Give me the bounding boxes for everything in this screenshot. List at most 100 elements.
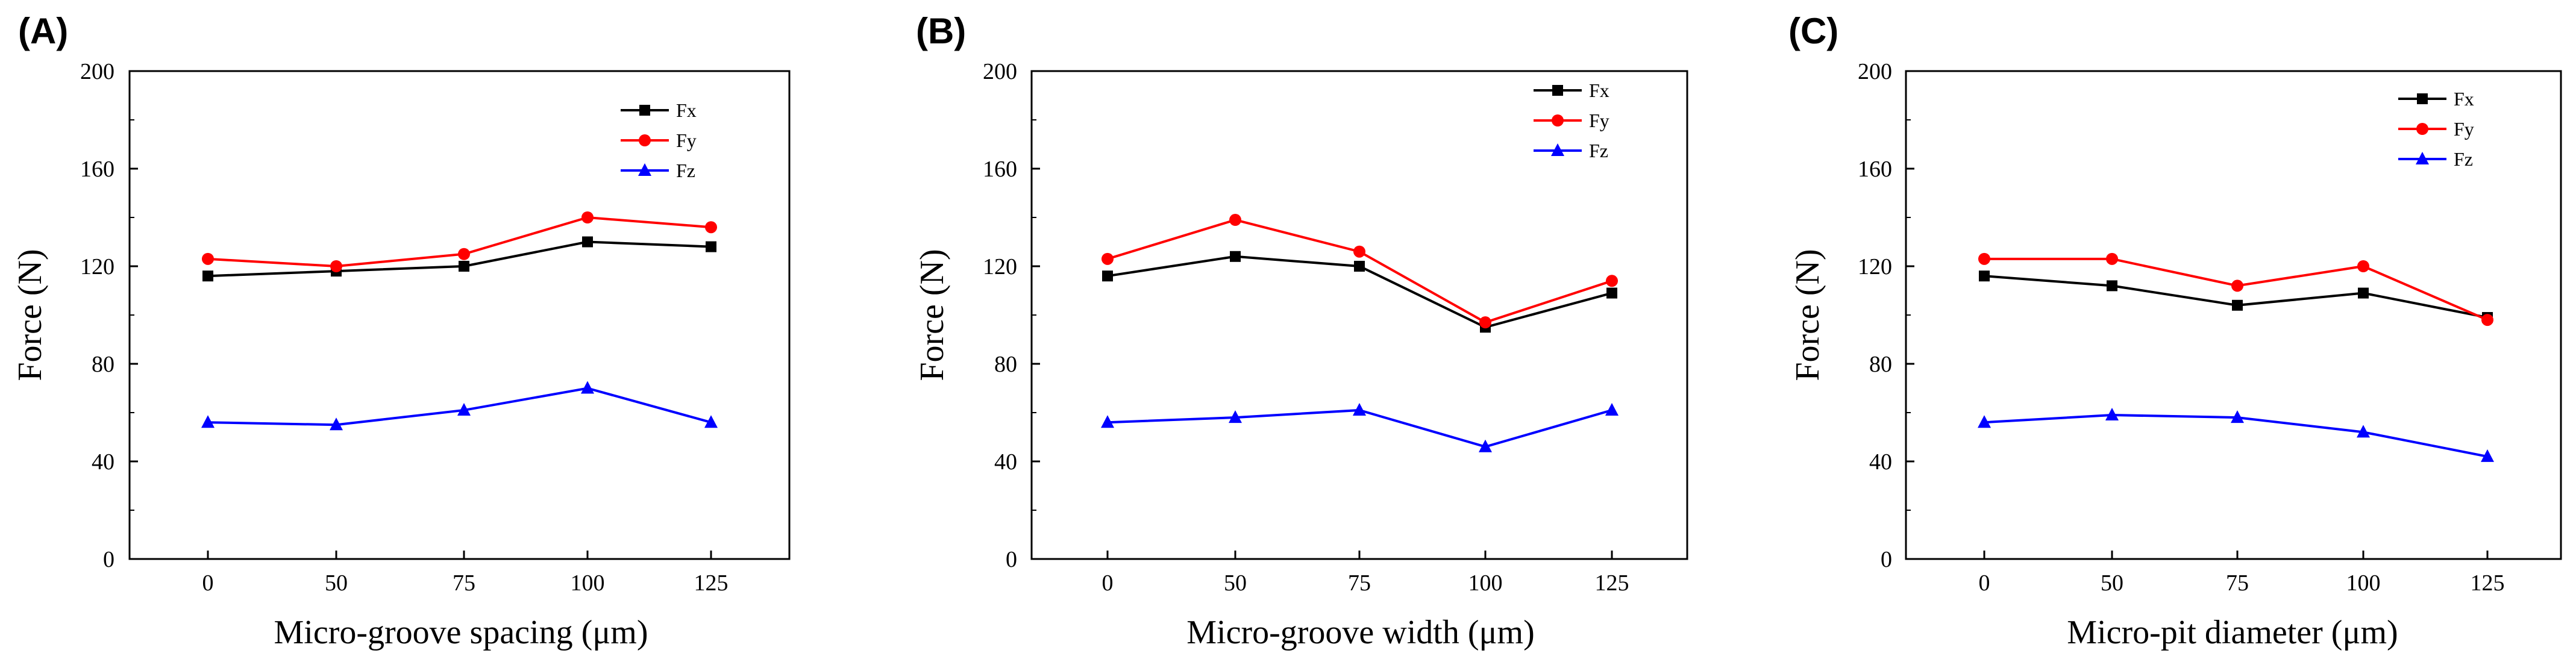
data-point-fz	[704, 415, 718, 428]
series-fy	[1978, 252, 2493, 326]
data-point-fy	[581, 211, 594, 223]
data-point-fx	[1102, 270, 1113, 282]
legend-label: Fy	[2454, 118, 2474, 140]
data-point-fz	[2105, 408, 2119, 421]
data-point-fx	[2107, 280, 2117, 292]
panel-label: (C)	[1788, 11, 1838, 51]
data-point-fz	[1101, 415, 1114, 428]
series-fy	[1102, 214, 1618, 329]
data-point-fy	[1229, 214, 1241, 226]
y-tick-label: 80	[994, 352, 1017, 377]
series-fz	[1101, 402, 1619, 452]
x-tick-label: 0	[202, 570, 214, 596]
panel-label: (B)	[916, 11, 966, 51]
x-tick-label: 100	[571, 570, 605, 596]
legend-marker	[639, 134, 651, 146]
y-tick-label: 0	[1881, 547, 1892, 572]
data-point-fy	[330, 260, 342, 272]
legend-item-fy: Fy	[1534, 110, 1609, 131]
y-axis-title: Force (N)	[1789, 249, 1826, 381]
data-point-fy	[458, 248, 470, 260]
data-point-fy	[2106, 252, 2118, 265]
x-axis-title: Micro-groove width (μm)	[1186, 614, 1534, 651]
y-tick-label: 0	[1006, 547, 1017, 572]
x-tick-label: 125	[1595, 570, 1629, 596]
legend-item-fz: Fz	[1534, 140, 1608, 161]
y-tick-label: 80	[92, 352, 114, 377]
y-tick-label: 40	[994, 449, 1017, 475]
series-line-fy	[207, 216, 712, 268]
x-tick-label: 75	[453, 570, 475, 596]
x-tick-label: 0	[1979, 570, 1990, 596]
data-point-fx	[706, 241, 716, 252]
data-point-fy	[1102, 252, 1114, 265]
data-point-fz	[1353, 402, 1366, 416]
chart-panel-2: (B) 0 40 80 120 160 200 0 50 75 100 125 Micro-groove…	[914, 11, 1688, 651]
series-fz	[1978, 408, 2494, 462]
data-point-fx	[2358, 287, 2369, 299]
data-point-fy	[1606, 275, 1618, 287]
data-point-fx	[1354, 261, 1365, 272]
chart-panel-3: (C) 0 40 80 120 160 200 0 50 75 100 125 Micro-pit di…	[1788, 11, 2562, 651]
y-tick-label: 40	[92, 449, 114, 475]
data-point-fy	[2231, 279, 2243, 292]
series-fy	[202, 211, 717, 272]
x-tick-label: 75	[1348, 570, 1371, 596]
y-tick-label: 80	[1869, 352, 1892, 377]
legend-item-fz: Fz	[621, 160, 695, 181]
data-point-fz	[201, 415, 215, 428]
y-tick-label: 160	[983, 157, 1017, 182]
data-point-fx	[459, 261, 469, 272]
data-point-fy	[1978, 252, 1990, 265]
legend-marker	[1552, 114, 1564, 126]
y-tick-label: 120	[1858, 254, 1892, 279]
data-point-fx	[2232, 299, 2243, 311]
data-point-fx	[1979, 270, 1990, 282]
plot-frame	[1905, 70, 2562, 560]
series-fz	[201, 381, 718, 431]
legend-item-fx: Fx	[621, 99, 697, 121]
legend-marker	[2416, 123, 2428, 135]
x-tick-label: 125	[2471, 570, 2505, 596]
y-tick-label: 160	[80, 157, 114, 182]
x-axis-title: Micro-pit diameter (μm)	[2067, 614, 2398, 651]
x-tick-label: 0	[1102, 570, 1114, 596]
series-fx	[1102, 251, 1617, 333]
data-point-fz	[2481, 449, 2494, 462]
legend-item-fx: Fx	[2398, 88, 2474, 110]
legend-marker	[1551, 143, 1564, 156]
y-tick-label: 120	[983, 254, 1017, 279]
data-point-fz	[330, 417, 343, 431]
series-fx	[202, 236, 716, 282]
legend-label: Fz	[2454, 148, 2473, 170]
data-point-fx	[1230, 251, 1241, 262]
legend-label: Fz	[676, 160, 695, 181]
data-point-fy	[1353, 245, 1365, 258]
legend-item-fy: Fy	[2398, 118, 2474, 140]
data-point-fy	[2481, 314, 2493, 326]
data-point-fz	[1978, 415, 1991, 428]
data-point-fz	[1229, 410, 1242, 423]
x-tick-label: 50	[2101, 570, 2123, 596]
y-tick-label: 200	[983, 59, 1017, 84]
series-fx	[1979, 270, 2493, 323]
chart-panel-1: (A) 0 40 80 120 160 200 0 50 75 100 125 Micro-groove…	[11, 11, 791, 651]
legend-label: Fz	[1589, 140, 1608, 161]
legend-marker	[2417, 93, 2428, 104]
x-tick-label: 50	[325, 570, 348, 596]
y-axis-title: Force (N)	[11, 249, 49, 381]
legend-item-fy: Fy	[621, 130, 697, 151]
data-point-fz	[2231, 410, 2244, 423]
data-point-fz	[457, 402, 471, 416]
legend-marker	[639, 105, 650, 116]
legend-marker	[2416, 152, 2429, 164]
x-tick-label: 100	[2346, 570, 2381, 596]
series-line-fz	[1107, 408, 1612, 448]
legend-label: Fy	[1589, 110, 1609, 131]
x-tick-label: 75	[2226, 570, 2249, 596]
legend-label: Fx	[1589, 80, 1609, 101]
legend-marker	[638, 163, 651, 176]
y-tick-label: 40	[1869, 449, 1892, 475]
legend-item-fz: Fz	[2398, 148, 2473, 170]
